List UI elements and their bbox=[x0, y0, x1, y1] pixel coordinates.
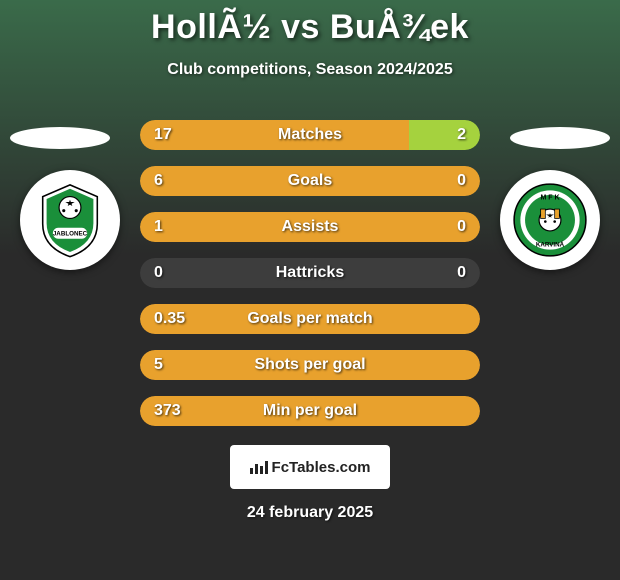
stat-label: Shots per goal bbox=[140, 356, 480, 374]
stat-label: Matches bbox=[140, 126, 480, 144]
jablonec-crest-icon: JABLONEC bbox=[31, 181, 109, 259]
bar-chart-icon bbox=[250, 460, 268, 474]
stat-row: 0.35Goals per match bbox=[140, 304, 480, 334]
stat-label: Assists bbox=[140, 218, 480, 236]
stat-row: 10Assists bbox=[140, 212, 480, 242]
watermark-box: FcTables.com bbox=[230, 445, 390, 489]
club-logo-left: JABLONEC bbox=[20, 170, 120, 270]
stat-label: Hattricks bbox=[140, 264, 480, 282]
stat-label: Min per goal bbox=[140, 402, 480, 420]
svg-text:KARVINÁ: KARVINÁ bbox=[536, 242, 565, 249]
watermark: FcTables.com bbox=[250, 459, 371, 476]
stats-panel: 172Matches 60Goals 10Assists 00Hattricks 0.3… bbox=[140, 120, 480, 442]
stat-row: 172Matches bbox=[140, 120, 480, 150]
subtitle: Club competitions, Season 2024/2025 bbox=[0, 61, 620, 79]
date-label: 24 february 2025 bbox=[0, 504, 620, 522]
player1-shadow-ellipse bbox=[10, 127, 110, 149]
page-title: HollÃ½ vs BuÅ¾ek bbox=[0, 0, 620, 47]
infographic-container: HollÃ½ vs BuÅ¾ek Club competitions, Seas… bbox=[0, 0, 620, 580]
stat-row: 00Hattricks bbox=[140, 258, 480, 288]
stat-label: Goals per match bbox=[140, 310, 480, 328]
svg-text:M F K: M F K bbox=[540, 195, 559, 202]
watermark-text: FcTables.com bbox=[272, 459, 371, 476]
svg-text:JABLONEC: JABLONEC bbox=[53, 231, 88, 238]
player2-shadow-ellipse bbox=[510, 127, 610, 149]
stat-row: 373Min per goal bbox=[140, 396, 480, 426]
stat-row: 60Goals bbox=[140, 166, 480, 196]
karvina-crest-icon: M F K KARVINÁ bbox=[511, 181, 589, 259]
stat-row: 5Shots per goal bbox=[140, 350, 480, 380]
club-logo-right: M F K KARVINÁ bbox=[500, 170, 600, 270]
stat-label: Goals bbox=[140, 172, 480, 190]
